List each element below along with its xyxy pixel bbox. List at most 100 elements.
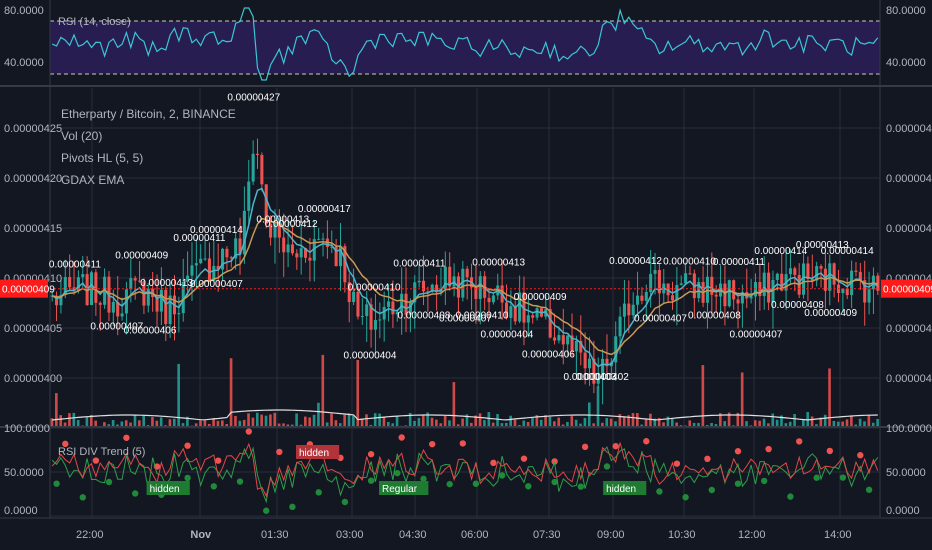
- candle-body: [212, 265, 216, 281]
- volume-bar: [461, 418, 464, 426]
- div-bear-dot: [581, 443, 589, 451]
- div-bear-dot: [459, 440, 466, 447]
- indicator-legend: Pivots HL (5, 5): [61, 151, 143, 165]
- volume-bar: [705, 425, 709, 426]
- volume-bar: [688, 420, 692, 426]
- candle-body: [177, 313, 181, 315]
- volume-ma-line: [52, 409, 878, 421]
- div-bull-dot: [865, 486, 873, 493]
- div-bull-dot: [498, 472, 506, 479]
- volume-bar: [413, 420, 416, 426]
- volume-bar: [819, 417, 823, 426]
- volume-bar: [710, 423, 713, 426]
- candle-body: [723, 283, 727, 307]
- candle-body: [526, 315, 530, 323]
- candle-body: [819, 266, 823, 269]
- candle-body: [382, 306, 386, 320]
- candle-body: [465, 268, 469, 278]
- pivot-high-label: 0.00000413: [256, 214, 309, 225]
- volume-bar: [395, 416, 399, 426]
- candle-body: [618, 316, 622, 337]
- volume-bar: [854, 424, 858, 426]
- candle-body: [587, 358, 592, 369]
- div-bull-dot: [184, 474, 191, 482]
- volume-bar: [391, 423, 395, 426]
- volume-bar: [439, 423, 443, 426]
- volume-bar: [841, 421, 844, 426]
- candle-body: [636, 295, 640, 305]
- div-bull-dot: [420, 475, 427, 483]
- candle-body: [605, 358, 609, 367]
- candle-body: [601, 358, 605, 379]
- candle-body: [553, 337, 557, 341]
- price-axis-label-left: 0.00000415: [4, 223, 62, 235]
- volume-bar: [810, 416, 814, 426]
- candle-body: [312, 239, 316, 261]
- volume-bar: [596, 386, 600, 426]
- div-legend: RSI DIV Trend (5): [58, 446, 145, 458]
- candle-body: [395, 312, 399, 315]
- candle-body: [68, 277, 72, 288]
- price-axis-label-right: 0.00000425: [886, 123, 932, 135]
- div-bull-dot: [263, 507, 270, 514]
- volume-bar: [129, 422, 132, 426]
- candle-body: [72, 287, 76, 292]
- pivot-high-label: 0.00000414: [190, 225, 243, 236]
- div-bear-dot: [673, 460, 681, 467]
- volume-bar: [290, 424, 294, 426]
- div-bear-dot: [704, 455, 711, 463]
- volume-bar: [666, 416, 670, 426]
- volume-bar: [404, 425, 408, 426]
- pivot-high-label: 0.00000412: [265, 219, 318, 230]
- candle-body: [430, 284, 434, 292]
- div-bull-dot: [734, 480, 742, 487]
- time-axis-label: 06:00: [461, 529, 489, 541]
- div-bull-dot: [551, 478, 558, 486]
- volume-bar: [68, 413, 71, 426]
- volume-bar: [627, 415, 630, 426]
- candle-body: [509, 306, 513, 318]
- volume-bar: [50, 418, 54, 426]
- candle-body: [133, 278, 137, 281]
- div-bear-dot: [796, 438, 803, 445]
- volume-bar: [823, 414, 827, 426]
- candle-body: [421, 280, 426, 292]
- pivot-low-label: 0.00000404: [344, 350, 397, 361]
- div-bear-dot: [857, 452, 864, 459]
- volume-bar: [448, 420, 451, 426]
- volume-bar: [692, 422, 696, 426]
- volume-bar: [858, 418, 862, 426]
- candle-body: [190, 265, 194, 276]
- candle-body: [518, 292, 522, 322]
- volume-bar: [238, 420, 242, 426]
- div-tag-box: [146, 481, 190, 495]
- candle-body: [684, 273, 688, 284]
- candle-body: [736, 299, 740, 304]
- candle-body: [286, 244, 290, 253]
- candle-body: [443, 266, 447, 290]
- candle-body: [229, 257, 233, 259]
- pivot-high-label: 0.00000410: [348, 282, 401, 293]
- candle-body: [334, 246, 338, 267]
- div-bear-dot: [245, 428, 252, 435]
- volume-bar: [321, 354, 325, 426]
- div-bear-dot: [429, 440, 436, 448]
- indicator-legend: GDAX EMA: [61, 173, 124, 187]
- volume-bar: [487, 412, 491, 426]
- candle-body: [290, 244, 294, 254]
- pivot-high-label: 0.00000411: [713, 257, 766, 268]
- div-bear-dot: [184, 442, 191, 449]
- volume-bar: [277, 423, 281, 426]
- candle-body: [330, 246, 334, 248]
- volume-bar: [89, 415, 93, 426]
- volume-bar: [509, 415, 512, 426]
- volume-bar: [601, 422, 604, 426]
- volume-bar: [561, 424, 565, 426]
- volume-bar: [719, 413, 722, 426]
- div-bull-dot: [839, 474, 847, 481]
- volume-bar: [103, 422, 106, 426]
- pivot-high-label: 0.00000409: [115, 251, 168, 262]
- candle-body: [360, 316, 364, 318]
- price-axis-label-left: 0.00000405: [4, 323, 62, 335]
